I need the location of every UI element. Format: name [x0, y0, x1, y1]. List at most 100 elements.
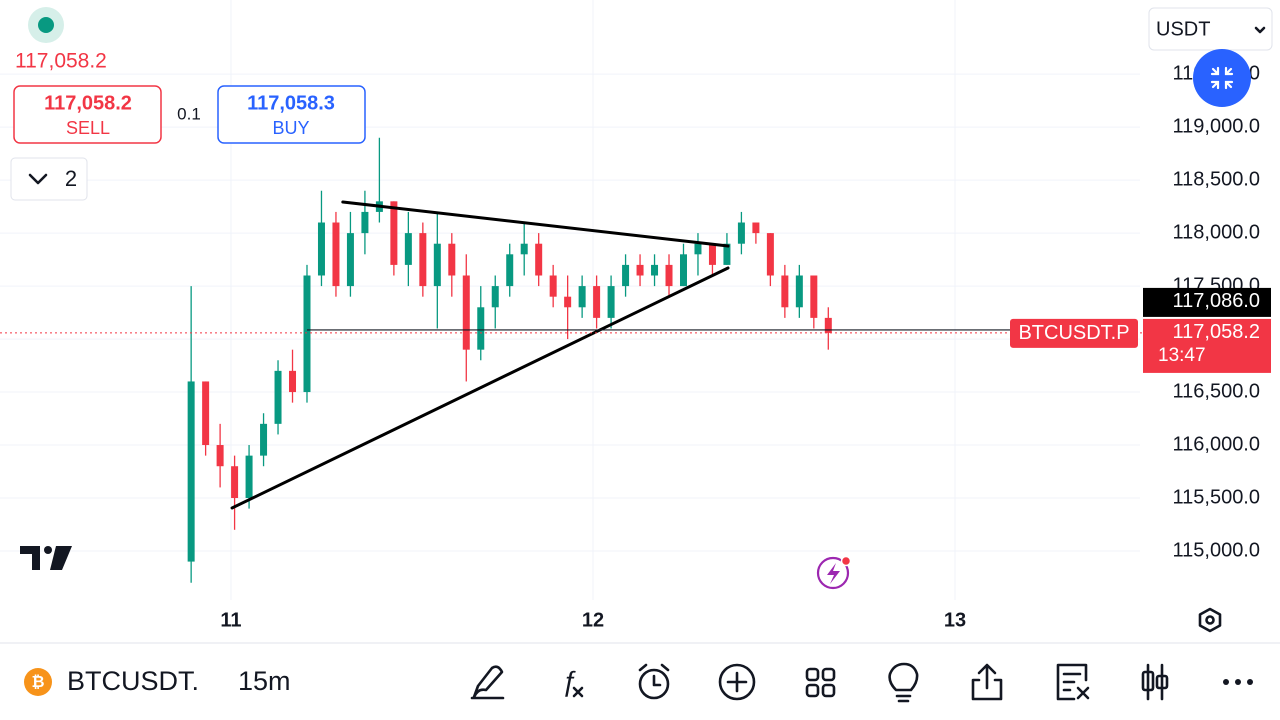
ideas-icon[interactable]: [888, 662, 919, 703]
layouts-icon[interactable]: [805, 667, 836, 698]
lightning-bolt: [827, 563, 840, 584]
candle-body: [723, 243, 731, 265]
candle-body: [578, 286, 586, 308]
candle-body: [332, 222, 340, 287]
candle-body: [694, 243, 702, 255]
currency: USDT: [1156, 18, 1210, 40]
candle-body: [535, 243, 543, 276]
candle-body: [361, 211, 369, 234]
candle-body: [752, 222, 760, 234]
candle-body: [622, 264, 630, 287]
last-price-label: 117,058.2: [1173, 321, 1261, 343]
buy-box[interactable]: [217, 85, 366, 144]
candle-body: [216, 445, 224, 467]
candle-body: [651, 264, 659, 276]
x-tick-label: 13: [944, 609, 966, 631]
candle-body: [708, 243, 716, 265]
candle-body: [506, 254, 514, 287]
candle-body: [491, 286, 499, 308]
draw-icon[interactable]: [470, 665, 505, 700]
buy-button[interactable]: 117,058.3 BUY: [217, 85, 366, 144]
settings-hole: [1205, 615, 1215, 625]
sell-button[interactable]: 117,058.2 SELL: [13, 85, 162, 144]
currency-select[interactable]: [1148, 7, 1273, 51]
candles-body: [1141, 670, 1155, 692]
y-tick-label: 118,000.0: [1173, 221, 1261, 243]
candle-body: [187, 381, 195, 562]
candle-body: [462, 275, 470, 350]
add-icon[interactable]: [718, 663, 756, 701]
candle-body: [260, 423, 268, 456]
quantity[interactable]: 0.1: [177, 104, 201, 123]
trendline: [230, 266, 730, 510]
more-dot[interactable]: [1235, 679, 1241, 685]
candle-body: [419, 233, 427, 287]
x-tick-label: 12: [582, 609, 604, 631]
more-dot[interactable]: [1247, 679, 1253, 685]
candle-body: [520, 243, 528, 255]
candle-body: [781, 275, 789, 308]
currency-chevron: [1254, 26, 1266, 34]
candle-body: [346, 233, 354, 287]
news-icon[interactable]: [1056, 663, 1090, 701]
candle-body: [274, 370, 282, 424]
grid-cell: [805, 667, 820, 682]
interval[interactable]: 15m: [238, 666, 291, 696]
buy-label: BUY: [272, 118, 309, 138]
logo-dot: [44, 546, 52, 554]
sell-label: SELL: [66, 118, 110, 138]
candle-body: [665, 264, 673, 287]
candle-body: [564, 296, 572, 308]
candle-body: [636, 264, 644, 276]
candle-body: [549, 275, 557, 297]
symbol[interactable]: BTCUSDT.: [67, 666, 199, 696]
indicator-x: [572, 686, 584, 698]
sell-price: 117,058.2: [44, 92, 132, 114]
header-price: 117,058.2: [15, 50, 107, 73]
candle-body: [390, 201, 398, 265]
grid-cell: [821, 667, 836, 682]
y-tick-label: 116,000.0: [1173, 433, 1261, 455]
candle-body: [202, 381, 210, 446]
fullscreen-button[interactable]: [1193, 49, 1251, 107]
top-right: USDT: [1148, 7, 1273, 107]
sell-box[interactable]: [13, 85, 162, 144]
candle-body: [737, 222, 745, 244]
ui: 117,058.2 117,058.2 SELL 0.1 117,058.3 B…: [10, 7, 1222, 633]
toggle-box[interactable]: [10, 157, 88, 201]
share-icon[interactable]: [971, 663, 1003, 701]
candle-body: [593, 286, 601, 318]
candle-body: [679, 254, 687, 287]
candle-body: [448, 243, 456, 276]
candle-body: [433, 243, 441, 287]
candle-body: [766, 233, 774, 276]
chevron: [28, 173, 48, 185]
candles-wicks[interactable]: [1146, 663, 1164, 701]
status-dot: [38, 17, 54, 33]
indicator-icon[interactable]: ƒ: [561, 665, 577, 696]
lightning[interactable]: [816, 555, 852, 590]
lightning-ring: [816, 556, 850, 590]
candle-body: [317, 222, 325, 276]
layout-toggle[interactable]: 2: [10, 157, 88, 201]
more-dot[interactable]: [1223, 679, 1229, 685]
alert-icon[interactable]: [638, 668, 670, 700]
x-tick-label: 11: [220, 609, 241, 631]
candle-body: [303, 275, 311, 393]
y-tick-label: 116,500.0: [1173, 380, 1261, 402]
candle-body: [810, 275, 818, 318]
candle-body: [607, 286, 615, 318]
candle-body: [231, 466, 239, 499]
candle-body: [477, 307, 485, 350]
buy-price: 117,058.3: [247, 92, 335, 114]
coin-icon: [24, 668, 52, 696]
add-plus: [726, 671, 748, 693]
candle-body: [404, 233, 412, 265]
symbol-tag-text: BTCUSDT.P: [1018, 322, 1129, 344]
countdown: 13:47: [1158, 345, 1206, 366]
toolbar: ₿ BTCUSDT. 15m ƒ: [0, 642, 1280, 703]
grid-cell: [805, 683, 820, 698]
settings-icon[interactable]: [1198, 607, 1222, 633]
